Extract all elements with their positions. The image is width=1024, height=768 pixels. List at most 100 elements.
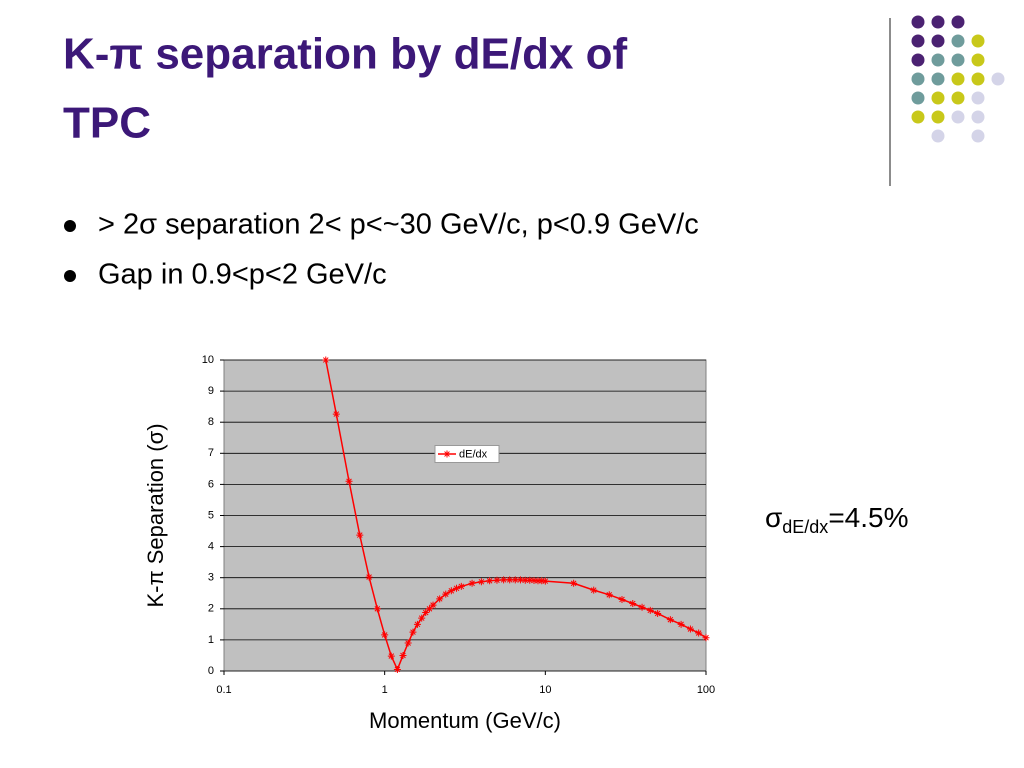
dot xyxy=(991,72,1005,86)
dot xyxy=(971,91,985,105)
data-point xyxy=(381,631,389,639)
y-tick-label: 1 xyxy=(208,634,214,646)
data-point xyxy=(521,576,529,584)
data-point xyxy=(387,652,395,660)
dot xyxy=(911,15,925,29)
data-point xyxy=(605,591,613,599)
dot-pattern xyxy=(911,15,1005,143)
legend-label: dE/dx xyxy=(459,448,488,460)
data-point xyxy=(373,605,381,613)
bullet: Gap in 0.9<p<2 GeV/c xyxy=(98,259,387,291)
data-point xyxy=(486,577,494,585)
data-point xyxy=(695,629,703,637)
dot xyxy=(951,72,965,86)
data-point xyxy=(618,595,626,603)
y-tick-label: 6 xyxy=(208,478,214,490)
dot xyxy=(971,34,985,48)
dot xyxy=(911,91,925,105)
y-axis-label: K-π Separation (σ) xyxy=(143,423,168,607)
y-tick-label: 2 xyxy=(208,603,214,615)
data-point xyxy=(442,590,450,598)
x-tick-label: 10 xyxy=(539,684,551,696)
data-point xyxy=(418,614,426,622)
dot xyxy=(971,129,985,143)
y-tick-label: 9 xyxy=(208,385,214,397)
annotation-text: =4.5% xyxy=(828,502,908,533)
data-point xyxy=(702,634,710,642)
title: K-π separation by dE/dx of xyxy=(63,30,628,79)
dot xyxy=(931,53,945,67)
data-point xyxy=(393,665,401,673)
data-point xyxy=(404,639,412,647)
data-point xyxy=(322,356,330,364)
data-point xyxy=(447,587,455,595)
data-point xyxy=(500,576,508,584)
dot xyxy=(931,91,945,105)
data-point xyxy=(677,620,685,628)
dot xyxy=(931,72,945,86)
data-point xyxy=(409,628,417,636)
data-point xyxy=(516,576,524,584)
dot xyxy=(971,72,985,86)
legend-box xyxy=(434,445,500,463)
data-point xyxy=(629,600,637,608)
dot xyxy=(911,53,925,67)
dot xyxy=(911,110,925,124)
data-point xyxy=(436,595,444,603)
data-point xyxy=(356,531,364,539)
data-point xyxy=(457,582,465,590)
data-point xyxy=(511,576,519,584)
data-point xyxy=(332,410,340,418)
data-point xyxy=(429,601,437,609)
annotation-symbol: σ xyxy=(765,502,782,533)
chart: 0 1 2 3 4 5 6 7 8 9 10 0.1 1 10 100 Momentum (GeV/c) K-π… xyxy=(143,354,715,733)
y-tick-label: 4 xyxy=(208,541,214,553)
data-point xyxy=(686,625,694,633)
dot xyxy=(951,110,965,124)
data-point xyxy=(538,577,546,585)
data-point xyxy=(526,576,534,584)
data-point xyxy=(506,576,514,584)
bullet-dot xyxy=(64,270,76,282)
dot xyxy=(931,110,945,124)
y-tick-label: 8 xyxy=(208,416,214,428)
legend-marker xyxy=(443,450,451,458)
data-point xyxy=(666,616,674,624)
y-tick-label: 0 xyxy=(208,665,214,677)
dot xyxy=(951,53,965,67)
data-point xyxy=(345,477,353,485)
data-point xyxy=(530,576,538,584)
data-point xyxy=(477,578,485,586)
data-point xyxy=(654,609,662,617)
y-tick-label: 5 xyxy=(208,509,214,521)
bullet: > 2σ separation 2< p<~30 GeV/c, p<0.9 Ge… xyxy=(98,209,699,241)
y-tick-label: 3 xyxy=(208,572,214,584)
bullet-dot xyxy=(64,220,76,232)
dot xyxy=(931,129,945,143)
y-tick-label: 10 xyxy=(202,354,214,366)
x-axis-label: Momentum (GeV/c) xyxy=(369,708,561,733)
data-point xyxy=(638,603,646,611)
dot xyxy=(911,72,925,86)
dot xyxy=(971,110,985,124)
data-point xyxy=(365,573,373,581)
data-point xyxy=(541,577,549,585)
dot xyxy=(931,15,945,29)
data-point xyxy=(422,609,430,617)
dot xyxy=(971,53,985,67)
data-point xyxy=(413,620,421,628)
annotation-subscript: dE/dx xyxy=(782,517,828,537)
dot xyxy=(951,91,965,105)
dot xyxy=(951,15,965,29)
annotation: σdE/dx=4.5% xyxy=(765,502,908,536)
data-point xyxy=(590,586,598,594)
y-tick-label: 7 xyxy=(208,447,214,459)
legend: dE/dx xyxy=(434,445,500,463)
data-point xyxy=(468,579,476,587)
data-point xyxy=(399,651,407,659)
dot xyxy=(951,34,965,48)
data-point xyxy=(453,584,461,592)
data-point xyxy=(646,606,654,614)
data-point xyxy=(534,577,542,585)
